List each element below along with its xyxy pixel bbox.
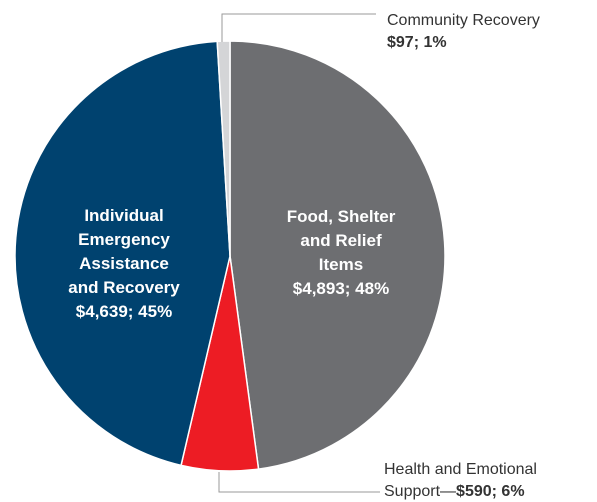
community-recovery-value-label: $97; 1% [387,34,447,51]
individual-assistance-label-line-1: Individual [84,206,163,225]
individual-assistance-value-label: $4,639; 45% [76,302,172,321]
food-shelter-value-label: $4,893; 48% [293,279,389,298]
individual-assistance-slice [14,40,231,467]
health-support-value-label: $590; 6% [456,483,525,500]
health-support-label-line-2: Support—$590; 6% [384,483,525,500]
community-recovery-leader-line [221,13,376,42]
community-recovery-slice [216,40,231,257]
health-support-label-line-1: Health and Emotional [384,461,537,478]
health-support-label-prefix: Support— [384,483,456,500]
individual-assistance-label-line-4: and Recovery [68,278,180,297]
food-shelter-label-line-2: and Relief [300,231,382,250]
food-shelter-slice [229,40,446,470]
health-support-leader-line [218,472,380,493]
food-shelter-label-line-1: Food, Shelter [287,207,396,226]
individual-assistance-label-line-3: Assistance [79,254,169,273]
food-shelter-label-line-3: Items [319,255,363,274]
community-recovery-label: Community Recovery [387,12,540,29]
pie-slices [14,40,446,472]
individual-assistance-label-line-2: Emergency [78,230,170,249]
